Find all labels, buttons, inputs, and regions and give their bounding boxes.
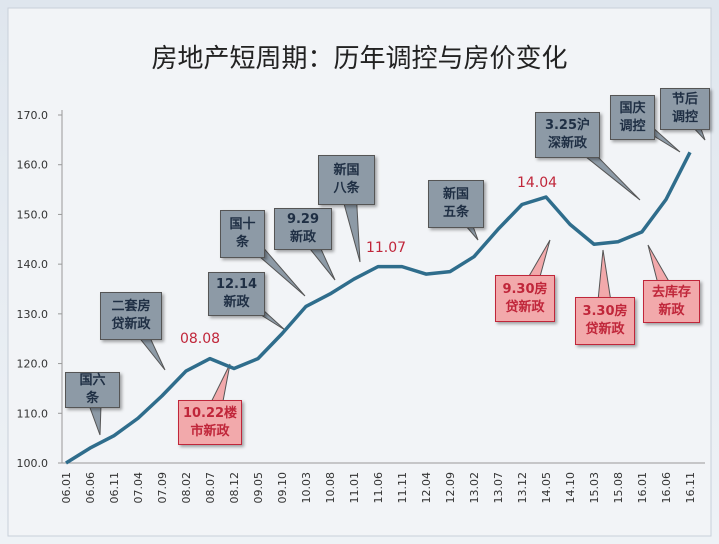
y-tick-label: 100.0: [17, 457, 49, 470]
x-tick-label: 08.02: [180, 472, 193, 504]
x-tick-label: 09.10: [276, 472, 289, 504]
x-tick-label: 15.03: [588, 472, 601, 504]
x-tick-label: 13.07: [492, 472, 505, 504]
annotation: 二套房 贷新政: [100, 292, 162, 340]
annotation: 国庆 调控: [610, 95, 655, 140]
annotation: 去库存 新政: [643, 280, 700, 323]
x-tick-label: 07.09: [156, 472, 169, 504]
x-tick-label: 08.12: [228, 472, 241, 504]
x-tick-label: 12.09: [444, 472, 457, 504]
annotation: 3.30房 贷新政: [575, 297, 635, 345]
x-tick-label: 06.06: [84, 472, 97, 504]
x-tick-label: 10.08: [324, 472, 337, 504]
x-tick-label: 16.01: [636, 472, 649, 504]
x-tick-label: 06.11: [108, 472, 121, 504]
peak-label: 08.08: [180, 331, 220, 347]
x-tick-label: 08.07: [204, 472, 217, 504]
x-tick-label: 16.11: [684, 472, 697, 504]
x-tick-label: 09.05: [252, 472, 265, 504]
x-tick-label: 14.05: [540, 472, 553, 504]
annotation: 3.25沪 深新政: [535, 112, 600, 158]
x-tick-label: 07.04: [132, 472, 145, 504]
y-tick-label: 120.0: [17, 358, 49, 371]
annotation: 10.22楼 市新政: [178, 400, 242, 445]
x-tick-label: 15.08: [612, 472, 625, 504]
y-tick-label: 150.0: [17, 208, 49, 221]
peak-label: 11.07: [366, 240, 406, 256]
y-tick-label: 170.0: [17, 109, 49, 122]
x-tick-label: 06.01: [60, 472, 73, 504]
y-tick-label: 110.0: [17, 407, 49, 420]
y-tick-label: 130.0: [17, 308, 49, 321]
annotation: 新国 五条: [428, 180, 484, 228]
annotation: 国十 条: [220, 210, 265, 258]
x-tick-label: 11.01: [348, 472, 361, 504]
x-tick-label: 13.02: [468, 472, 481, 504]
annotation: 国六 条: [65, 372, 120, 408]
x-tick-label: 16.06: [660, 472, 673, 504]
annotation: 9.30房 贷新政: [495, 275, 555, 322]
line: [65, 151, 692, 465]
frame: [7, 7, 712, 537]
annotation: 新国 八条: [318, 155, 375, 205]
annotation: 节后 调控: [660, 88, 710, 130]
x-tick-label: 12.04: [420, 472, 433, 504]
x-tick-label: 11.11: [396, 472, 409, 504]
x-tick-label: 14.10: [564, 472, 577, 504]
x-tick-label: 10.03: [300, 472, 313, 504]
annotation: 9.29 新政: [274, 208, 332, 250]
y-tick-label: 160.0: [17, 159, 49, 172]
x-tick-label: 13.12: [516, 472, 529, 504]
annotation: 12.14 新政: [208, 272, 265, 316]
x-tick-label: 11.06: [372, 472, 385, 504]
chart-title: 房地产短周期：历年调控与房价变化: [151, 44, 568, 74]
peak-label: 14.04: [517, 175, 557, 191]
y-tick-label: 140.0: [17, 258, 49, 271]
